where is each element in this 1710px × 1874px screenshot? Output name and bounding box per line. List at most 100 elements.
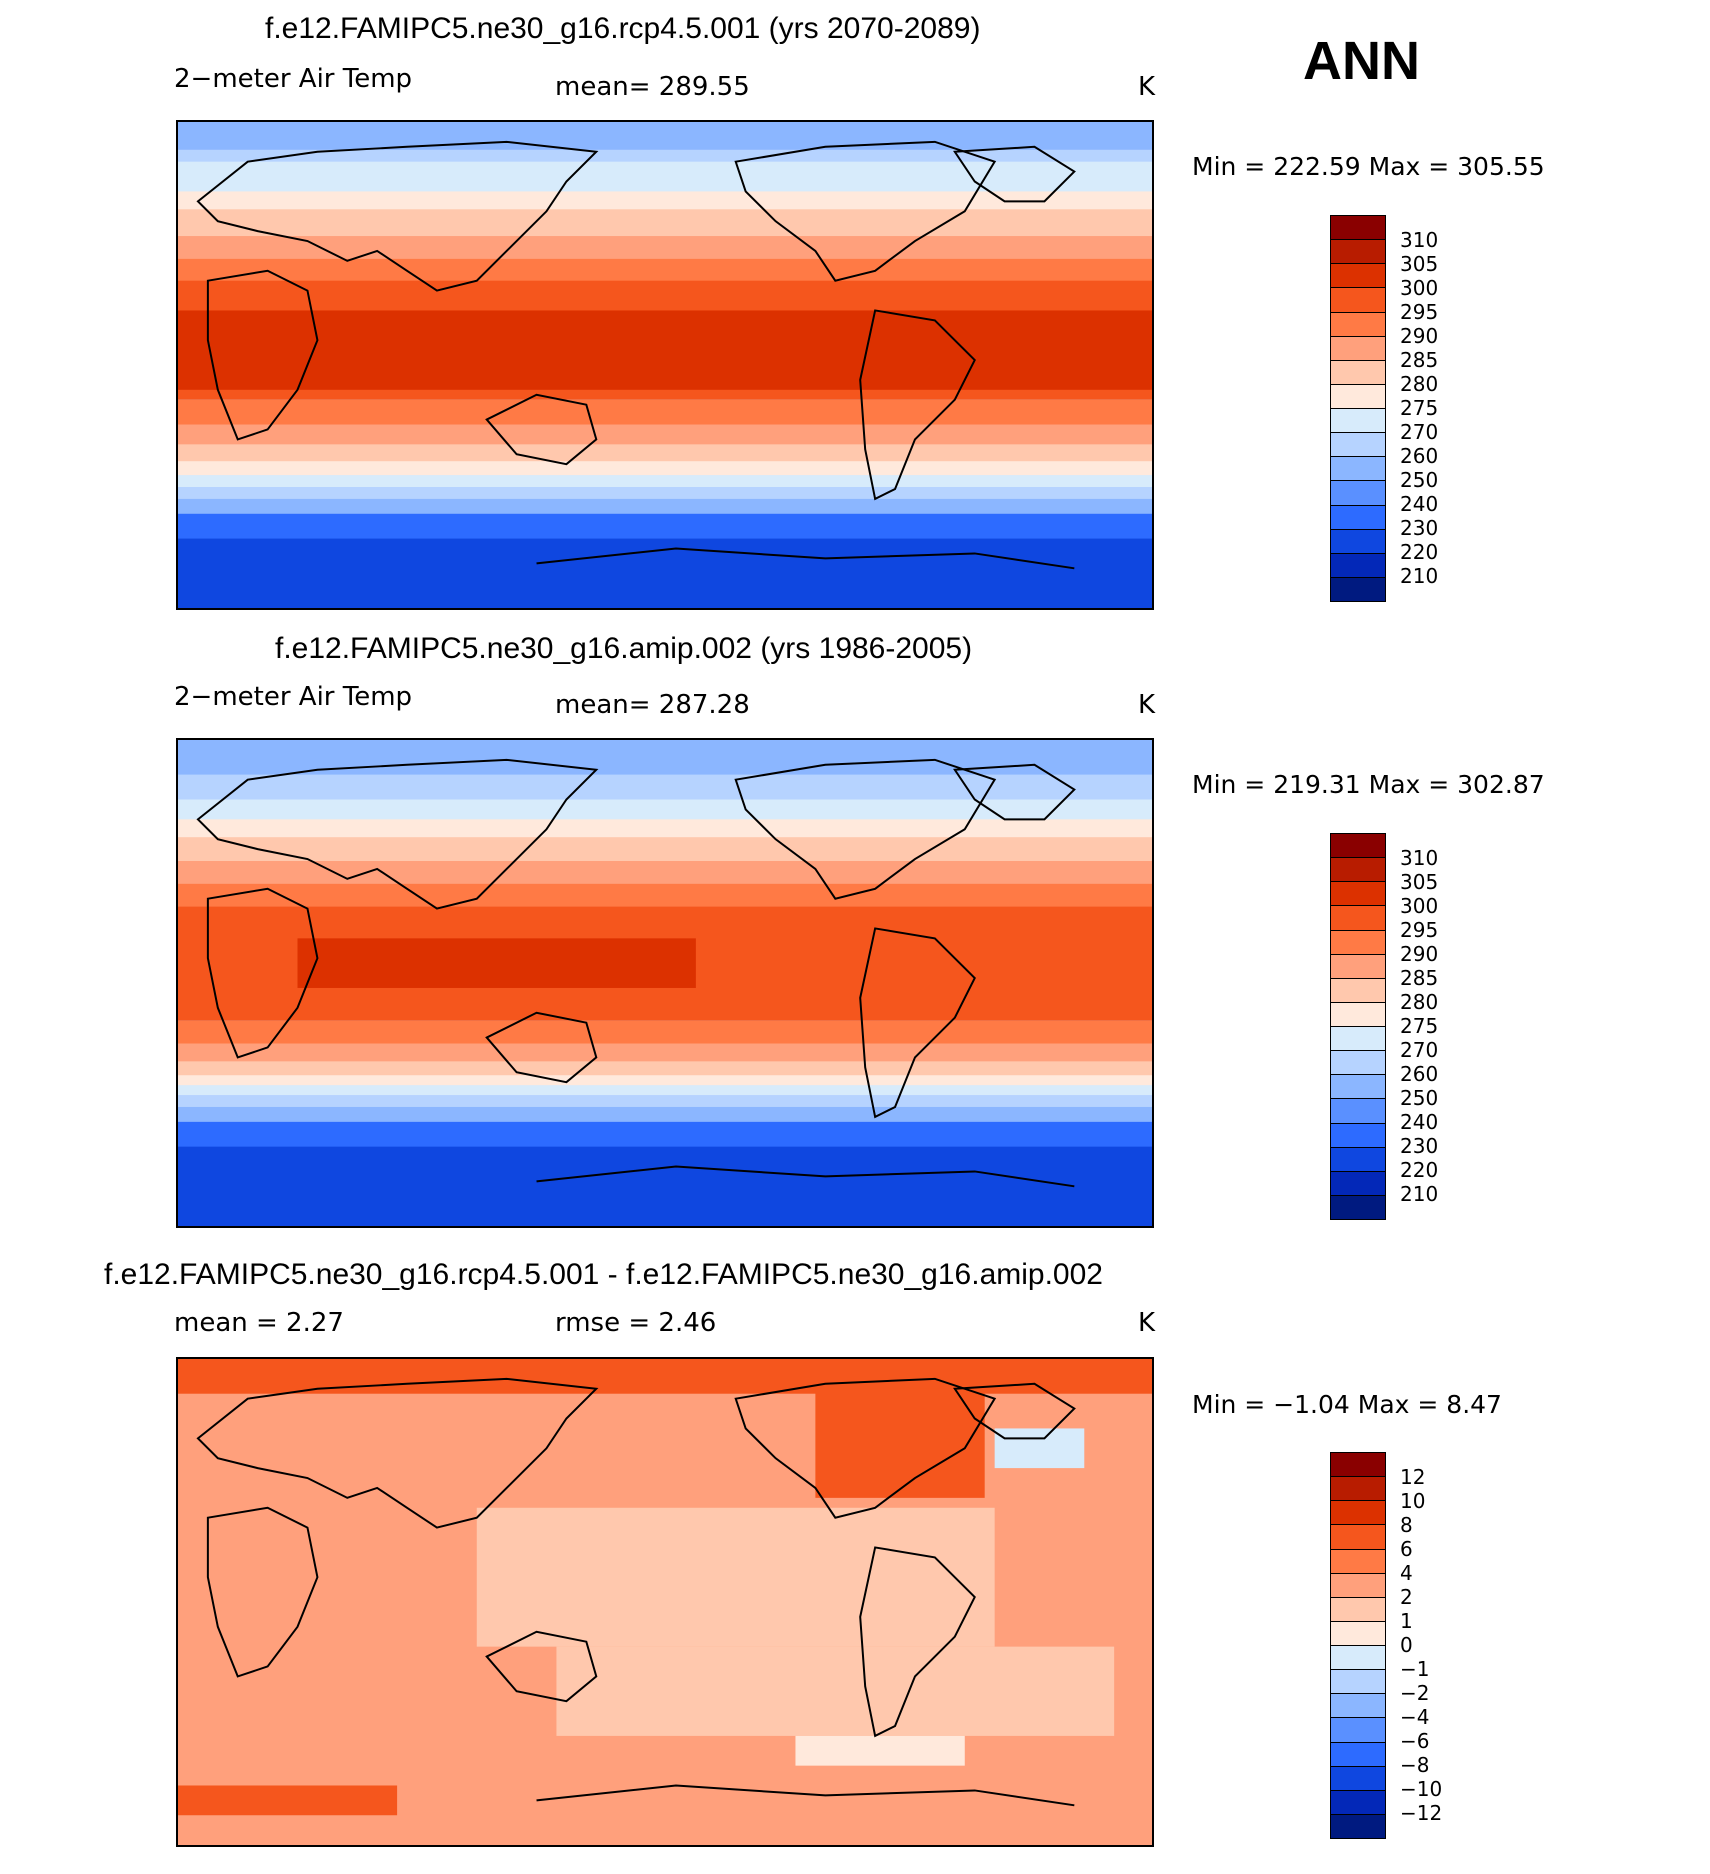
canada-warming	[815, 1388, 985, 1498]
colorbar-tick-label: 4	[1400, 1561, 1413, 1585]
eurasia-outline	[196, 758, 599, 910]
greenland-outline	[953, 1382, 1076, 1440]
colorbar-tick-label: 310	[1400, 228, 1439, 252]
eurasia-outline	[196, 140, 599, 292]
australia-outline	[485, 1011, 598, 1084]
colorbar-segment	[1330, 1074, 1386, 1100]
colorbar-tick-label: 285	[1400, 966, 1439, 990]
tropical-band	[178, 310, 1152, 390]
australia-outline	[485, 393, 598, 466]
panel-3-mean: mean = 2.27	[174, 1308, 344, 1338]
colorbar-tick-label: 260	[1400, 1062, 1439, 1086]
colorbar-tick-label: 0	[1400, 1633, 1413, 1657]
colorbar-tick-label: 1	[1400, 1609, 1413, 1633]
colorbar-tick-label: −12	[1400, 1801, 1443, 1825]
colorbar-tick-label: 10	[1400, 1489, 1426, 1513]
colorbar-segment	[1330, 1452, 1386, 1478]
colorbar-segment	[1330, 857, 1386, 883]
colorbar-tick-label: 220	[1400, 540, 1439, 564]
panel-2-mean: mean= 287.28	[555, 690, 750, 720]
panel-3-rmse: rmse = 2.46	[555, 1308, 717, 1338]
panel-1-map-svg	[178, 122, 1152, 608]
colorbar-tick-label: −8	[1400, 1753, 1430, 1777]
greenland-outline	[953, 763, 1076, 821]
coastlines	[196, 1377, 1076, 1807]
colorbar-segment	[1330, 1194, 1386, 1220]
colorbar-segment	[1330, 287, 1386, 313]
panel-2-map-svg	[178, 740, 1152, 1226]
colorbar-segment	[1330, 432, 1386, 458]
colorbar-tick-label: 220	[1400, 1158, 1439, 1182]
colorbar-tick-label: 250	[1400, 468, 1439, 492]
antarctica-outline	[536, 1784, 1075, 1807]
panel-1-minmax: Min = 222.59 Max = 305.55	[1192, 152, 1545, 181]
colorbar-segment	[1330, 263, 1386, 289]
season-label: ANN	[1303, 31, 1420, 91]
colorbar-tick-label: 275	[1400, 1014, 1439, 1038]
colorbar-segment	[1330, 1693, 1386, 1719]
colorbar-tick-label: 210	[1400, 1182, 1439, 1206]
panel-1-title: f.e12.FAMIPC5.ne30_g16.rcp4.5.001 (yrs 2…	[265, 12, 981, 45]
colorbar-tick-label: 240	[1400, 492, 1439, 516]
panel-3-map-svg	[178, 1359, 1152, 1845]
colorbar-segment	[1330, 1026, 1386, 1052]
colorbar-segment	[1330, 1146, 1386, 1172]
colorbar-tick-label: 305	[1400, 870, 1439, 894]
greenland-outline	[953, 145, 1076, 203]
antarctica-outline	[536, 1165, 1075, 1188]
colorbar-tick-label: 6	[1400, 1537, 1413, 1561]
colorbar-segment	[1330, 1572, 1386, 1598]
midlat-band-s	[178, 444, 1152, 465]
colorbar-segment	[1330, 881, 1386, 907]
colorbar-segment	[1330, 1524, 1386, 1550]
panel-1-units: K	[1138, 72, 1156, 102]
colorbar-tick-label: 305	[1400, 252, 1439, 276]
colorbar-tick-label: 295	[1400, 300, 1439, 324]
panel-2-colorbar	[1330, 833, 1386, 1220]
panel-3-colorbar	[1330, 1452, 1386, 1839]
colorbar-segment	[1330, 335, 1386, 361]
warm-mid-band-s	[178, 1043, 1152, 1066]
panel-1-mean: mean= 289.55	[555, 72, 750, 102]
colorbar-segment	[1330, 1098, 1386, 1124]
panel-3-title: f.e12.FAMIPC5.ne30_g16.rcp4.5.001 - f.e1…	[104, 1258, 1103, 1291]
colorbar-segment	[1330, 833, 1386, 859]
colorbar-segment	[1330, 1620, 1386, 1646]
colorbar-tick-label: 285	[1400, 348, 1439, 372]
colorbar-segment	[1330, 1765, 1386, 1791]
colorbar-segment	[1330, 1122, 1386, 1148]
colorbar-segment	[1330, 1476, 1386, 1502]
colorbar-tick-label: −1	[1400, 1657, 1430, 1681]
colorbar-segment	[1330, 1050, 1386, 1076]
colorbar-tick-label: 290	[1400, 324, 1439, 348]
colorbar-segment	[1330, 1741, 1386, 1767]
colorbar-tick-label: 2	[1400, 1585, 1413, 1609]
panel-1-map	[176, 120, 1154, 610]
colorbar-segment	[1330, 1170, 1386, 1196]
pacific-low-warming	[476, 1507, 995, 1647]
panel-2-variable: 2−meter Air Temp	[174, 682, 413, 712]
panel-3-units: K	[1138, 1308, 1156, 1338]
colorbar-segment	[1330, 1500, 1386, 1526]
colorbar-segment	[1330, 552, 1386, 578]
panel-2-map	[176, 738, 1154, 1228]
colorbar-tick-label: −2	[1400, 1681, 1430, 1705]
colorbar-segment	[1330, 215, 1386, 241]
arctic-band	[178, 122, 1152, 150]
australia-outline	[485, 1630, 598, 1703]
colorbar-tick-label: 12	[1400, 1465, 1426, 1489]
panel-3-map	[176, 1357, 1154, 1847]
antarctic-band2	[178, 1146, 1152, 1226]
colorbar-tick-label: −6	[1400, 1729, 1430, 1753]
colorbar-segment	[1330, 383, 1386, 409]
colorbar-segment	[1330, 456, 1386, 482]
africa-outline	[206, 269, 319, 441]
colorbar-segment	[1330, 504, 1386, 530]
colorbar-segment	[1330, 311, 1386, 337]
south-america-outline	[859, 927, 976, 1119]
colorbar-segment	[1330, 359, 1386, 385]
colorbar-segment	[1330, 1645, 1386, 1671]
colorbar-segment	[1330, 1813, 1386, 1839]
south-america-outline	[859, 1546, 976, 1738]
north-america-outline	[734, 1377, 997, 1519]
